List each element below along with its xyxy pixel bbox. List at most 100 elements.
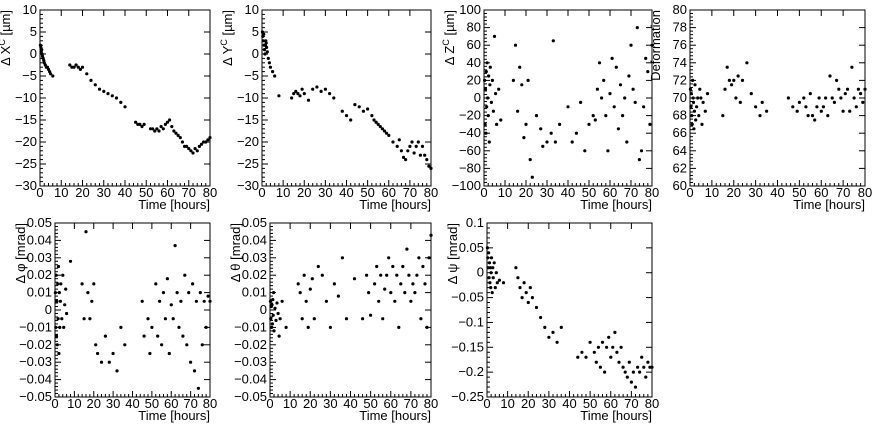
y-axis-title: Δ ZC [µm]: [441, 10, 457, 65]
data-point: [691, 96, 695, 100]
data-point: [837, 87, 841, 91]
data-point: [208, 299, 212, 303]
y-tick-label: 0.05: [242, 215, 267, 230]
data-point: [495, 122, 499, 126]
data-point: [142, 334, 146, 338]
data-point: [813, 118, 817, 122]
data-point: [861, 100, 865, 104]
data-point: [410, 140, 414, 144]
x-tick-label: 70: [624, 185, 638, 200]
data-point: [158, 299, 162, 303]
y-tick-label: 72: [673, 72, 687, 87]
data-point: [382, 129, 387, 133]
data-point: [54, 325, 58, 329]
data-point: [698, 87, 702, 91]
data-point: [72, 65, 76, 69]
data-point: [490, 291, 494, 295]
x-tick-label: 0: [483, 396, 490, 411]
data-point: [189, 360, 193, 364]
data-point: [492, 34, 497, 39]
data-point: [694, 118, 698, 122]
data-point: [280, 299, 284, 303]
data-point: [487, 74, 491, 78]
data-point: [551, 330, 555, 334]
data-point: [195, 149, 199, 153]
data-point: [191, 151, 195, 155]
data-point: [56, 317, 60, 321]
data-point: [187, 147, 191, 151]
chart-panel-deform: 0 10 20 30 40 50 60 70 806062646668707274767880T…: [648, 2, 872, 212]
data-point: [638, 370, 642, 374]
data-point: [97, 87, 102, 91]
data-point: [526, 300, 530, 305]
data-point: [370, 114, 374, 118]
data-point: [650, 43, 654, 47]
x-tick-label: 50: [139, 185, 153, 200]
y-tick-label: −25: [237, 156, 259, 171]
data-point: [721, 114, 725, 118]
data-point: [119, 325, 123, 329]
data-point: [602, 78, 606, 82]
data-point: [826, 114, 830, 118]
data-point: [623, 370, 627, 374]
data-point: [415, 273, 419, 277]
data-point: [616, 127, 621, 131]
data-point: [165, 120, 170, 124]
data-point: [49, 72, 53, 76]
data-point: [302, 92, 306, 96]
data-point: [134, 120, 138, 124]
y-tick-label: 20: [467, 72, 481, 87]
data-point: [315, 85, 319, 89]
data-point: [494, 271, 498, 275]
data-point: [695, 105, 699, 109]
data-point: [501, 281, 506, 285]
data-point: [539, 127, 543, 131]
data-point: [53, 291, 58, 295]
data-point: [138, 122, 142, 126]
data-point: [758, 114, 762, 118]
y-tick-label: 0.03: [27, 250, 52, 265]
y-axis-title-main: Δ φ [mrad]: [13, 223, 28, 283]
data-point: [485, 61, 489, 65]
data-point: [304, 299, 308, 303]
data-point: [852, 96, 856, 100]
data-point: [312, 317, 316, 321]
x-tick-label: 30: [106, 396, 120, 411]
y-axis-title: Δ ψ [mrad]: [445, 223, 460, 284]
data-point: [648, 122, 652, 126]
data-point: [745, 61, 749, 65]
data-point: [183, 273, 187, 277]
x-tick-label: 40: [125, 396, 139, 411]
y-tick-label: 0: [477, 265, 484, 280]
x-axis-title: Time [hours]: [138, 408, 210, 423]
data-point: [749, 92, 753, 96]
data-point: [142, 122, 146, 126]
data-point: [119, 100, 123, 104]
data-point: [691, 100, 696, 104]
data-point: [403, 291, 407, 295]
data-point: [633, 385, 638, 389]
data-point: [165, 277, 169, 281]
data-point: [491, 109, 495, 113]
data-point: [411, 282, 415, 286]
data-point: [361, 317, 365, 321]
y-tick-label: 0.04: [27, 232, 52, 247]
data-point: [423, 153, 427, 157]
x-tick-label: 30: [540, 185, 554, 200]
data-point: [579, 100, 583, 104]
y-tick-label: −40: [459, 125, 481, 140]
data-point: [173, 244, 177, 248]
data-point: [828, 74, 832, 78]
data-point: [427, 256, 431, 260]
data-point: [277, 334, 281, 338]
data-point: [176, 133, 180, 137]
data-point: [84, 230, 88, 234]
data-point: [65, 311, 69, 316]
data-point: [524, 122, 528, 126]
data-point: [765, 109, 769, 113]
data-point: [264, 41, 268, 45]
data-point: [488, 83, 492, 87]
data-point: [290, 96, 294, 100]
x-tick-label: 70: [182, 185, 196, 200]
x-tick-label: 10: [500, 396, 514, 411]
